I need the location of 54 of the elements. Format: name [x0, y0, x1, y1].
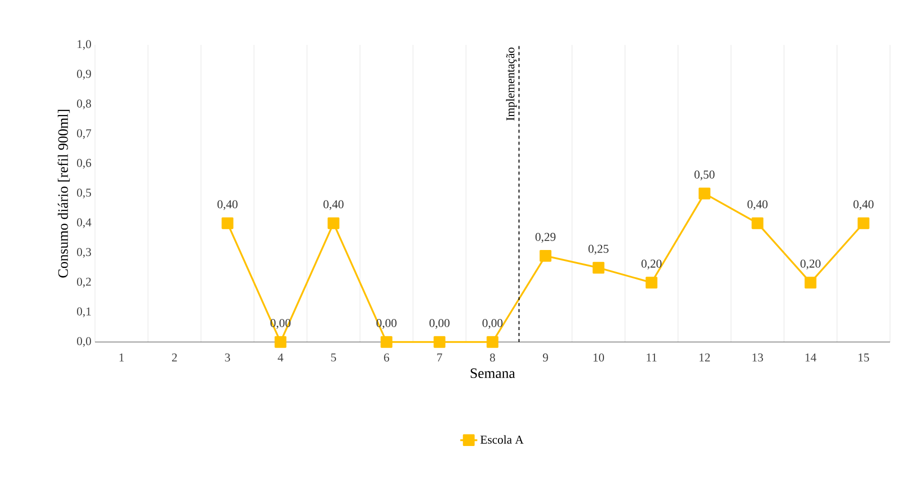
point [486, 336, 498, 348]
data-label: 0,29 [536, 232, 556, 243]
y-tick-label: 0,8 [76, 100, 92, 110]
point [434, 336, 446, 348]
point [858, 217, 870, 230]
x-tick-label: 2 [172, 353, 177, 362]
ref-line-label: Implementação [506, 48, 517, 120]
x-tick-label: 7 [437, 353, 442, 362]
y-axis-title: Consumo diário [refil 900ml] [58, 110, 70, 278]
x-tick-label: 12 [700, 353, 710, 362]
y-tick-label: 0,9 [76, 70, 91, 80]
x-tick-label: 5 [331, 353, 336, 362]
point [804, 276, 816, 288]
y-tick-label: 0,0 [76, 337, 92, 347]
point [646, 276, 658, 288]
x-tick-label: 4 [278, 353, 284, 362]
data-label: 0,40 [323, 200, 344, 210]
y-tick-label: 0,5 [76, 188, 92, 198]
data-label: 0,40 [748, 200, 768, 210]
y-tick-label: 0,1 [76, 307, 91, 318]
data-label: 0,40 [854, 200, 874, 210]
data-label: 0,20 [642, 260, 662, 270]
x-tick-label: 3 [225, 353, 230, 362]
data-label: 0,50 [694, 170, 715, 180]
data-label: 0,40 [217, 200, 238, 210]
x-tick-label: 14 [806, 353, 816, 362]
y-tick-label: 1,0 [78, 40, 92, 50]
x-tick-label: 10 [594, 353, 604, 362]
data-label: 0,20 [800, 260, 821, 270]
legend-label: Escola A [480, 435, 524, 444]
y-tick-label: 0,7 [76, 129, 92, 139]
point [222, 217, 234, 230]
point [540, 250, 552, 262]
point [274, 336, 286, 348]
data-label: 0,00 [482, 319, 503, 329]
point [698, 188, 710, 200]
point [380, 336, 392, 348]
x-tick-label: 1 [120, 353, 124, 362]
y-tick-label: 0,3 [76, 248, 92, 258]
point [752, 217, 764, 230]
x-axis-title: Semana [470, 368, 516, 378]
point [592, 262, 604, 274]
y-tick-label: 0,4 [76, 218, 92, 228]
x-tick-label: 13 [752, 353, 764, 362]
x-tick-label: 8 [490, 353, 496, 362]
y-tick-label: 0,2 [76, 278, 91, 288]
x-tick-label: 9 [542, 353, 548, 362]
y-tick-label: 0,6 [76, 158, 92, 169]
x-tick-label: 6 [384, 353, 390, 362]
x-tick-label: 15 [858, 353, 870, 362]
data-label: 0,00 [429, 319, 450, 329]
x-tick-label: 11 [646, 353, 657, 362]
point [328, 217, 340, 230]
data-label: 0,25 [588, 244, 609, 255]
